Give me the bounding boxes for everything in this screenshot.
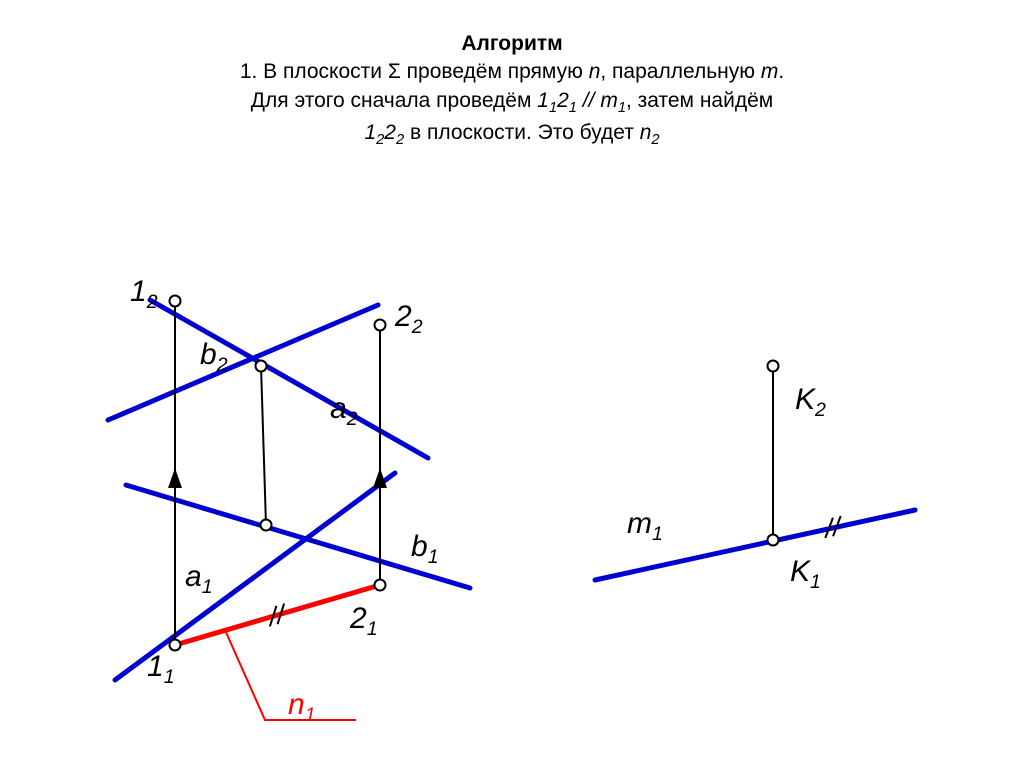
- point-pX2: [256, 361, 267, 372]
- label-l11: 11: [147, 650, 175, 689]
- connector-c3: [261, 366, 266, 525]
- arrowhead-a1: [168, 468, 182, 488]
- point-p22: [375, 320, 386, 331]
- point-pK1: [768, 535, 779, 546]
- label-ln1: n1: [288, 688, 316, 727]
- label-la1: a1: [185, 560, 213, 599]
- point-p11: [170, 640, 181, 651]
- label-lK1: K1: [790, 555, 821, 594]
- label-l12: 12: [130, 275, 158, 314]
- point-p21: [375, 580, 386, 591]
- point-p12: [170, 296, 181, 307]
- label-la2: a2: [330, 392, 358, 431]
- label-lm1: m1: [627, 507, 663, 546]
- point-pX1: [261, 520, 272, 531]
- line-a1: [115, 473, 395, 680]
- point-pK2: [768, 361, 779, 372]
- label-l22: 22: [395, 300, 423, 339]
- label-lb1: b1: [411, 530, 439, 569]
- label-l21: 21: [350, 602, 378, 641]
- label-lK2: K2: [795, 383, 826, 422]
- label-lb2: b2: [200, 338, 228, 377]
